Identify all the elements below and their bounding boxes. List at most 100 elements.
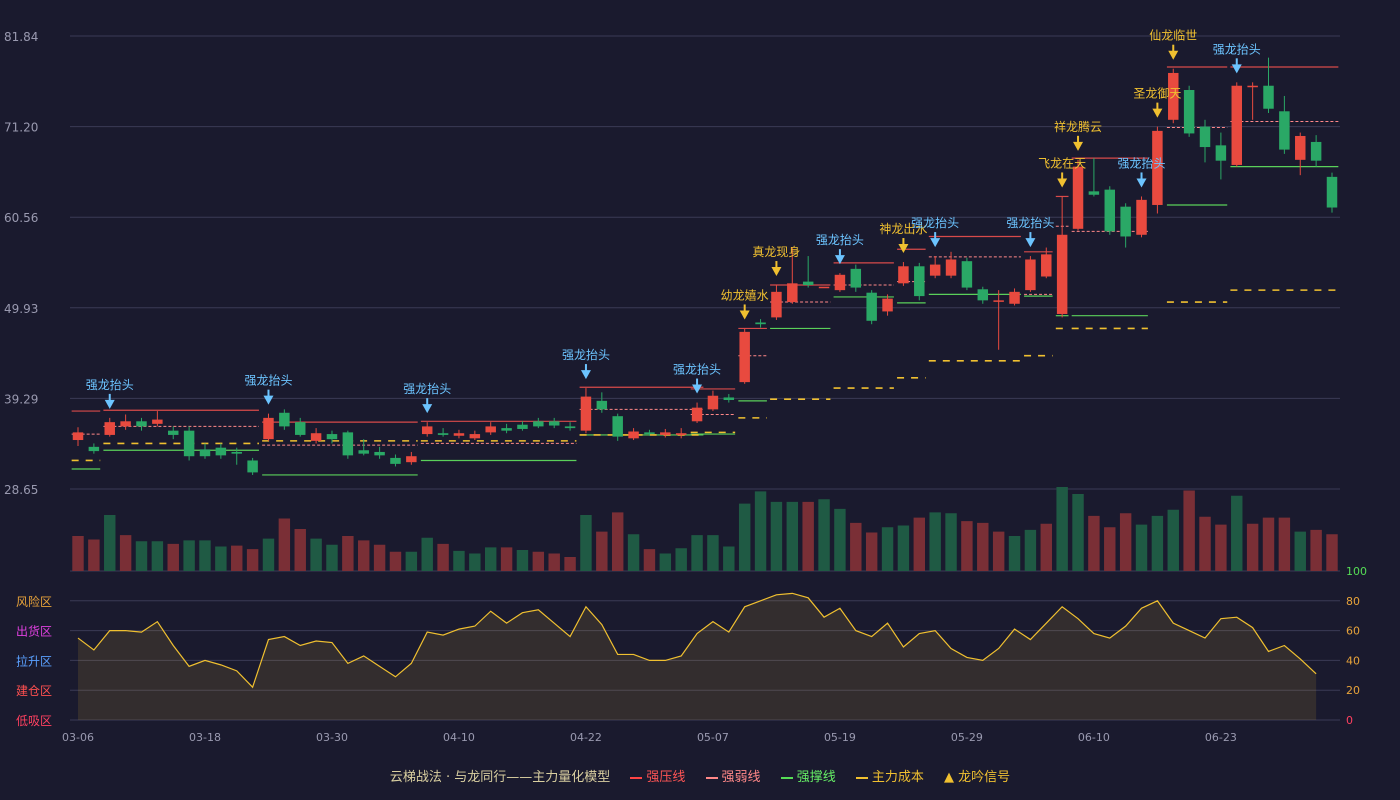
volume-bar: [183, 540, 195, 571]
volume-bar: [88, 539, 100, 571]
signal-arrow-icon: [692, 384, 703, 394]
volume-bar: [992, 531, 1005, 571]
candle-body: [453, 433, 465, 436]
volume-bar: [437, 543, 449, 571]
candle-body: [723, 397, 735, 401]
volume-bar: [231, 545, 243, 571]
signal-label: 强龙抬头: [244, 374, 292, 388]
price-tick-label: 39.29: [4, 392, 38, 406]
volume-bar: [818, 499, 830, 571]
candle-body: [898, 266, 909, 284]
x-tick-label: 03-30: [316, 731, 348, 744]
legend-signal-label: 龙吟信号: [958, 770, 1011, 785]
volume-bar: [1262, 517, 1275, 571]
candle-body: [136, 421, 147, 427]
volume-bar: [72, 536, 84, 571]
legend-swatch-pressure: [630, 776, 643, 779]
candle-body: [517, 424, 528, 429]
x-tick-label: 05-19: [824, 731, 856, 744]
legend-swatch-cost: [855, 776, 868, 779]
volume-bar: [1119, 513, 1132, 571]
candle-body: [1279, 111, 1290, 150]
candle-body: [231, 451, 242, 454]
candle-body: [104, 422, 115, 435]
candle-body: [1263, 85, 1274, 109]
volume-bar: [929, 512, 941, 571]
volume-bar: [199, 540, 211, 571]
x-tick-label: 04-22: [570, 731, 602, 744]
signal-arrow-icon: [834, 255, 845, 265]
volume-bar: [516, 550, 529, 571]
volume-bar: [977, 522, 989, 571]
legend-swatch-weak: [705, 776, 718, 779]
candle-body: [279, 412, 290, 427]
candle-body: [1056, 234, 1068, 314]
candle-body: [1326, 176, 1338, 208]
signal-label: 强龙抬头: [403, 382, 451, 396]
volume-bar: [548, 553, 560, 571]
signal-label: 强龙抬头: [673, 363, 721, 377]
zone-label: 风险区: [16, 594, 52, 609]
zone-label: 低吸区: [16, 714, 52, 728]
volume-bar: [1294, 531, 1306, 571]
candle-body: [787, 283, 798, 303]
candle-body: [660, 432, 671, 435]
x-tick-label: 05-29: [951, 731, 983, 744]
candle-body: [1215, 145, 1227, 161]
osc-tick-label: 40: [1346, 654, 1360, 667]
signal-label: 强龙抬头: [562, 348, 610, 362]
volume-bar: [119, 535, 132, 571]
candle-body: [501, 428, 512, 431]
volume-bar: [1008, 536, 1021, 571]
price-tick-label: 71.20: [4, 121, 38, 135]
candle-body: [850, 268, 862, 288]
volume-bar: [342, 536, 354, 571]
candle-body: [548, 421, 560, 426]
candle-body: [1199, 126, 1211, 148]
volume-bar: [1088, 515, 1100, 571]
volume-bar: [1072, 494, 1084, 571]
volume-bar: [262, 538, 275, 571]
volume-bar: [104, 515, 116, 571]
zone-label: 拉升区: [16, 653, 52, 668]
volume-bar: [770, 501, 783, 571]
volume-bar: [1104, 527, 1116, 571]
candle-body: [1168, 72, 1179, 120]
signal-label: 强龙抬头: [816, 233, 864, 247]
candle-body: [1088, 191, 1100, 195]
candle-body: [469, 434, 481, 439]
legend: 云梯战法 · 与龙同行——主力量化模型 强压线 强弱线 强撑线 主力成本 ▲ 龙…: [0, 766, 1400, 786]
signal-arrow-icon: [104, 399, 115, 409]
candle-body: [580, 396, 592, 431]
volume-bar: [215, 546, 227, 571]
legend-main-cost: 主力成本: [855, 766, 924, 785]
candle-body: [977, 289, 989, 301]
volume-bar: [1040, 523, 1052, 571]
price-tick-label: 81.84: [4, 30, 38, 44]
grid-lines: [70, 35, 1340, 721]
candle-body: [929, 264, 941, 276]
candle-body: [263, 417, 274, 440]
osc-tick-label: 0: [1346, 714, 1353, 727]
volume-bar: [484, 547, 497, 571]
signal-label: 强龙抬头: [86, 378, 134, 392]
candle-body: [675, 433, 687, 435]
volume-bar: [167, 543, 179, 571]
candle-body: [406, 456, 417, 463]
candle-body: [247, 460, 258, 473]
volume-bar: [151, 541, 164, 571]
candle-body: [326, 434, 338, 440]
candle-body: [882, 298, 893, 312]
candle-body: [533, 421, 544, 427]
candle-body: [1310, 141, 1322, 161]
signal-arrow-icon: [263, 395, 274, 405]
signal-arrow-icon: [1025, 238, 1036, 248]
legend-weak-line-label: 强弱线: [721, 770, 761, 785]
signal-arrow-icon: [422, 404, 433, 414]
volume-bar: [469, 553, 481, 571]
volume-bar: [453, 550, 465, 571]
x-tick-label: 03-06: [62, 731, 94, 744]
volume-bar: [310, 538, 322, 571]
signal-label: 强龙抬头: [911, 216, 959, 230]
signal-arrow-icon: [580, 370, 591, 380]
